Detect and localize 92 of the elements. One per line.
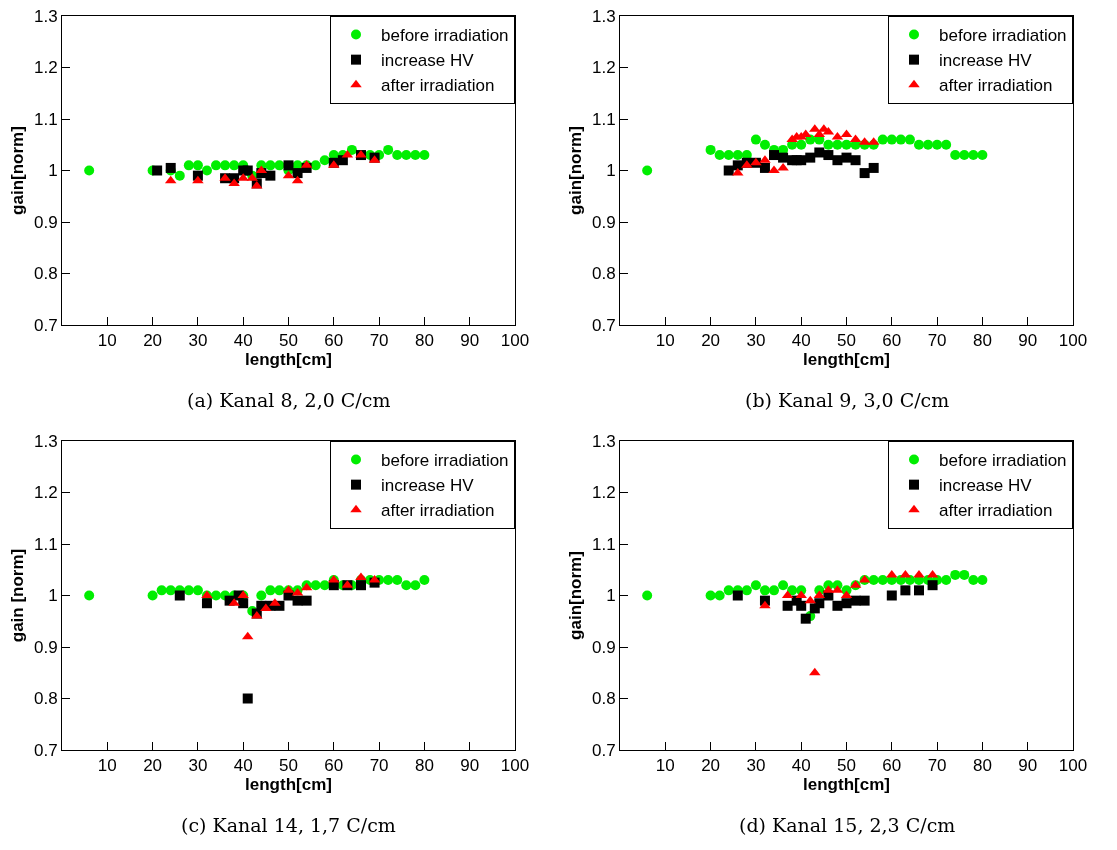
y-tick-label: 1.1 <box>33 534 58 554</box>
x-tick-label: 100 <box>500 331 530 351</box>
legend-label: before irradiation <box>381 451 509 471</box>
y-tick-label: 1.1 <box>33 109 58 129</box>
x-tick-label: 100 <box>500 756 530 776</box>
x-tick-label: 70 <box>927 756 947 776</box>
x-tick-label: 80 <box>972 756 992 776</box>
x-tick-label: 50 <box>279 331 298 351</box>
x-tick-label: 10 <box>655 331 675 351</box>
x-tick-label: 20 <box>143 331 163 351</box>
x-tick-label: 10 <box>97 756 117 776</box>
y-axis-title: gain [norm] <box>7 548 27 643</box>
y-axis-title: gain[norm] <box>7 126 27 215</box>
x-tick-label: 100 <box>1058 756 1088 776</box>
y-tick-label: 1 <box>48 161 58 181</box>
y-tick-label: 1.1 <box>591 534 616 554</box>
y-tick-label: 0.7 <box>591 740 616 760</box>
y-tick-label: 1 <box>606 586 616 606</box>
x-tick-label: 20 <box>143 756 163 776</box>
legend-label: after irradiation <box>381 76 495 96</box>
x-tick-label: 30 <box>188 331 208 351</box>
y-tick-label: 0.7 <box>33 740 58 760</box>
legend-label: before irradiation <box>939 451 1067 471</box>
x-tick-label: 90 <box>1018 331 1038 351</box>
x-tick-label: 10 <box>655 756 675 776</box>
x-tick-label: 60 <box>324 331 344 351</box>
x-tick-label: 30 <box>746 331 766 351</box>
legend-label: before irradiation <box>939 26 1067 46</box>
x-axis-title: length[cm] <box>245 775 332 795</box>
x-tick-label: 50 <box>279 756 298 776</box>
x-axis-title: length[cm] <box>803 775 890 795</box>
y-tick-label: 1 <box>606 161 616 181</box>
y-tick-label: 0.9 <box>33 212 58 232</box>
legend-label: after irradiation <box>939 76 1053 96</box>
text: (b) Kanal 9, 3,0 C/cm <box>745 389 950 411</box>
y-tick-label: 1.2 <box>33 483 58 503</box>
x-tick-label: 80 <box>414 756 434 776</box>
x-tick-label: 20 <box>701 756 721 776</box>
y-tick-label: 0.7 <box>33 315 58 335</box>
legend-label: increase HV <box>381 51 475 71</box>
x-tick-label: 100 <box>1058 331 1088 351</box>
x-tick-label: 60 <box>324 756 344 776</box>
x-tick-label: 60 <box>882 756 902 776</box>
y-tick-label: 1.2 <box>591 58 616 78</box>
y-tick-label: 0.8 <box>33 264 58 284</box>
x-tick-label: 30 <box>746 756 766 776</box>
text: (d) Kanal 15, 2,3 C/cm <box>739 814 956 836</box>
text: (a) Kanal 8, 2,0 C/cm <box>187 389 391 411</box>
legend-label: increase HV <box>939 476 1033 496</box>
y-tick-label: 0.9 <box>591 637 616 657</box>
x-tick-label: 10 <box>97 331 117 351</box>
legend-label: increase HV <box>381 476 475 496</box>
x-tick-label: 40 <box>233 756 253 776</box>
y-tick-label: 0.9 <box>33 637 58 657</box>
text: (c) Kanal 14, 1,7 C/cm <box>181 814 396 836</box>
x-tick-label: 20 <box>701 331 721 351</box>
y-tick-label: 0.9 <box>591 212 616 232</box>
x-tick-label: 50 <box>837 331 856 351</box>
y-tick-label: 0.8 <box>33 689 58 709</box>
x-axis-title: length[cm] <box>803 350 890 370</box>
y-tick-label: 1.2 <box>591 483 616 503</box>
x-tick-label: 80 <box>972 331 992 351</box>
y-tick-label: 1.3 <box>33 431 58 451</box>
x-tick-label: 90 <box>460 331 480 351</box>
x-tick-label: 30 <box>188 756 208 776</box>
y-tick-label: 1.3 <box>591 431 616 451</box>
legend-label: after irradiation <box>939 501 1053 521</box>
legend-label: increase HV <box>939 51 1033 71</box>
legend-label: before irradiation <box>381 26 509 46</box>
x-tick-label: 40 <box>791 331 811 351</box>
y-tick-label: 1 <box>48 586 58 606</box>
y-tick-label: 1.3 <box>33 6 58 26</box>
x-tick-label: 60 <box>882 331 902 351</box>
x-tick-label: 70 <box>927 331 947 351</box>
x-tick-label: 50 <box>837 756 856 776</box>
x-tick-label: 70 <box>369 756 389 776</box>
x-tick-label: 70 <box>369 331 389 351</box>
x-tick-label: 90 <box>1018 756 1038 776</box>
y-tick-label: 1.3 <box>591 6 616 26</box>
x-tick-label: 40 <box>233 331 253 351</box>
y-tick-label: 0.8 <box>591 264 616 284</box>
x-tick-label: 80 <box>414 331 434 351</box>
y-axis-title: gain[norm] <box>565 126 585 215</box>
x-axis-title: length[cm] <box>245 350 332 370</box>
legend-label: after irradiation <box>381 501 495 521</box>
x-tick-label: 90 <box>460 756 480 776</box>
y-tick-label: 0.7 <box>591 315 616 335</box>
y-tick-label: 0.8 <box>591 689 616 709</box>
y-axis-title: gain[norm] <box>565 551 585 640</box>
y-tick-label: 1.1 <box>591 109 616 129</box>
x-tick-label: 40 <box>791 756 811 776</box>
y-tick-label: 1.2 <box>33 58 58 78</box>
